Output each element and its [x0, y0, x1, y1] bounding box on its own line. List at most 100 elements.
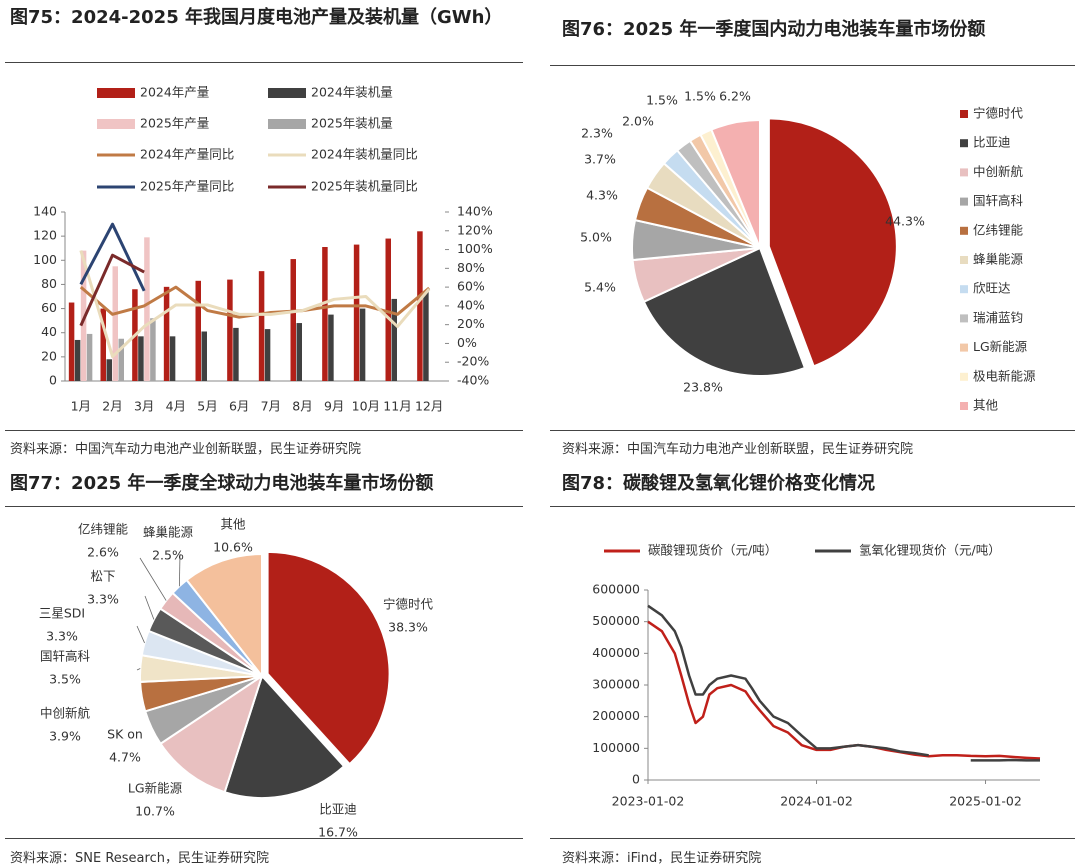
- legend-swatch: [97, 88, 135, 98]
- pie-slice: [767, 117, 898, 368]
- bar: [68, 302, 75, 381]
- data-label-name: 蜂巢能源: [143, 525, 194, 540]
- legend-label: 2025年产量: [140, 116, 209, 131]
- bar: [296, 323, 302, 381]
- data-label: 3.9%: [49, 729, 81, 744]
- legend-swatch: [960, 226, 968, 235]
- data-label-name: 亿纬锂能: [78, 522, 129, 537]
- data-label: 2.5%: [152, 548, 184, 563]
- data-label: 3.5%: [49, 672, 81, 687]
- data-label: 16.7%: [318, 825, 358, 839]
- rule: [5, 506, 523, 507]
- x-tick-label: 2023-01-02: [612, 794, 685, 809]
- legend-label: 瑞浦蓝钧: [973, 310, 1023, 325]
- bar: [391, 298, 397, 381]
- bar: [195, 280, 201, 381]
- y-tick-label: 100000: [592, 740, 640, 755]
- data-label-name: 国轩高科: [40, 649, 91, 664]
- leader-line: [136, 625, 145, 644]
- y2-tick-label: 80%: [457, 260, 485, 275]
- bar: [353, 244, 360, 381]
- chart: 0 100000 200000 300000 400000 500000 600000 202…: [592, 543, 1041, 809]
- data-label: 6.2%: [719, 89, 751, 104]
- data-label-name: LG新能源: [128, 781, 183, 796]
- leader-line: [144, 595, 155, 620]
- data-label-name: 宁德时代: [383, 597, 434, 612]
- source: 资料来源：中国汽车动力电池产业创新联盟，民生证券研究院: [562, 442, 914, 457]
- y2-tick-label: 120%: [457, 222, 493, 237]
- y-tick-label: 140: [33, 204, 57, 219]
- legend-swatch: [960, 139, 968, 148]
- pie-slice: [710, 118, 761, 249]
- bar: [74, 339, 81, 381]
- legend-label: 2025年产量同比: [140, 179, 234, 194]
- y-tick-label: 400000: [592, 645, 640, 660]
- pie-slice: [185, 552, 263, 679]
- bar: [86, 333, 93, 381]
- data-label: 5.0%: [580, 230, 612, 245]
- rule: [550, 65, 1075, 66]
- bar: [80, 250, 87, 381]
- legend-label: 蜂巢能源: [973, 252, 1024, 267]
- legend-swatch: [960, 285, 968, 294]
- y-tick-label: 20: [41, 348, 57, 363]
- bar: [258, 271, 265, 381]
- legend-label: 欣旺达: [973, 281, 1011, 296]
- line: [79, 222, 146, 292]
- legend-swatch: [268, 88, 306, 98]
- data-label: 3.3%: [87, 592, 119, 607]
- x-tick-label: 2025-01-02: [949, 794, 1022, 809]
- legend-label: 极电新能源: [973, 368, 1036, 383]
- data-label: 2.0%: [622, 114, 654, 129]
- leader-line: [178, 553, 181, 587]
- chart: 宁德时代 38.3% 比亚迪 16.7% LG新能源 10.7% SK on 4.7% 中创新航…: [39, 517, 434, 839]
- line: [79, 250, 431, 359]
- data-label: 1.5%: [684, 89, 716, 104]
- data-label: 23.8%: [683, 380, 723, 395]
- y2-tick-label: 20%: [457, 316, 485, 331]
- legend-label: 氢氧化锂现货价（元/吨）: [859, 543, 1001, 558]
- legend-label: 2024年产量: [140, 85, 209, 100]
- bar: [233, 327, 239, 381]
- line: [647, 620, 1041, 760]
- rule: [5, 838, 523, 839]
- data-label: 5.4%: [584, 280, 616, 295]
- bar: [100, 308, 106, 381]
- title: 图77：2025 年一季度全球动力电池装车量市场份额: [10, 473, 434, 494]
- legend-swatch: [268, 119, 306, 129]
- data-label: 44.3%: [885, 214, 925, 229]
- bar: [118, 338, 124, 381]
- chart: 0 20 40 60 80 100 120 140 -40% -20% 0% 20% 40% 60% 80%…: [33, 85, 493, 414]
- legend-label: 2025年装机量同比: [311, 179, 418, 194]
- leader-line: [139, 557, 167, 601]
- x-tick-label: 2024-01-02: [780, 794, 853, 809]
- x-tick-label: 9月: [324, 399, 344, 414]
- y-tick-label: 300000: [592, 677, 640, 692]
- bar: [163, 286, 170, 381]
- legend-swatch: [960, 372, 968, 381]
- rule: [5, 430, 523, 431]
- bar: [150, 318, 156, 381]
- legend-label: LG新能源: [973, 339, 1028, 354]
- bar: [359, 308, 366, 381]
- data-label: 3.3%: [46, 629, 78, 644]
- legend-swatch: [960, 110, 968, 118]
- pie-slice: [159, 673, 264, 794]
- rule: [5, 62, 523, 63]
- legend-label: 宁德时代: [973, 106, 1024, 121]
- y2-tick-label: 40%: [457, 297, 485, 312]
- bar: [112, 266, 118, 381]
- legend-swatch: [960, 343, 968, 352]
- pie-slice: [266, 550, 391, 766]
- y-tick-label: 0: [49, 373, 57, 388]
- bar: [227, 279, 233, 381]
- x-tick-label: 8月: [292, 399, 312, 414]
- title: 图76：2025 年一季度国内动力电池装车量市场份额: [562, 19, 986, 40]
- legend-label: 2025年装机量: [311, 116, 393, 131]
- bar: [322, 247, 328, 381]
- legend-swatch: [960, 168, 968, 177]
- legend-label: 中创新航: [973, 164, 1024, 179]
- legend-label: 2024年装机量同比: [311, 147, 418, 162]
- pie-slice: [642, 246, 807, 377]
- y-tick-label: 500000: [592, 613, 640, 628]
